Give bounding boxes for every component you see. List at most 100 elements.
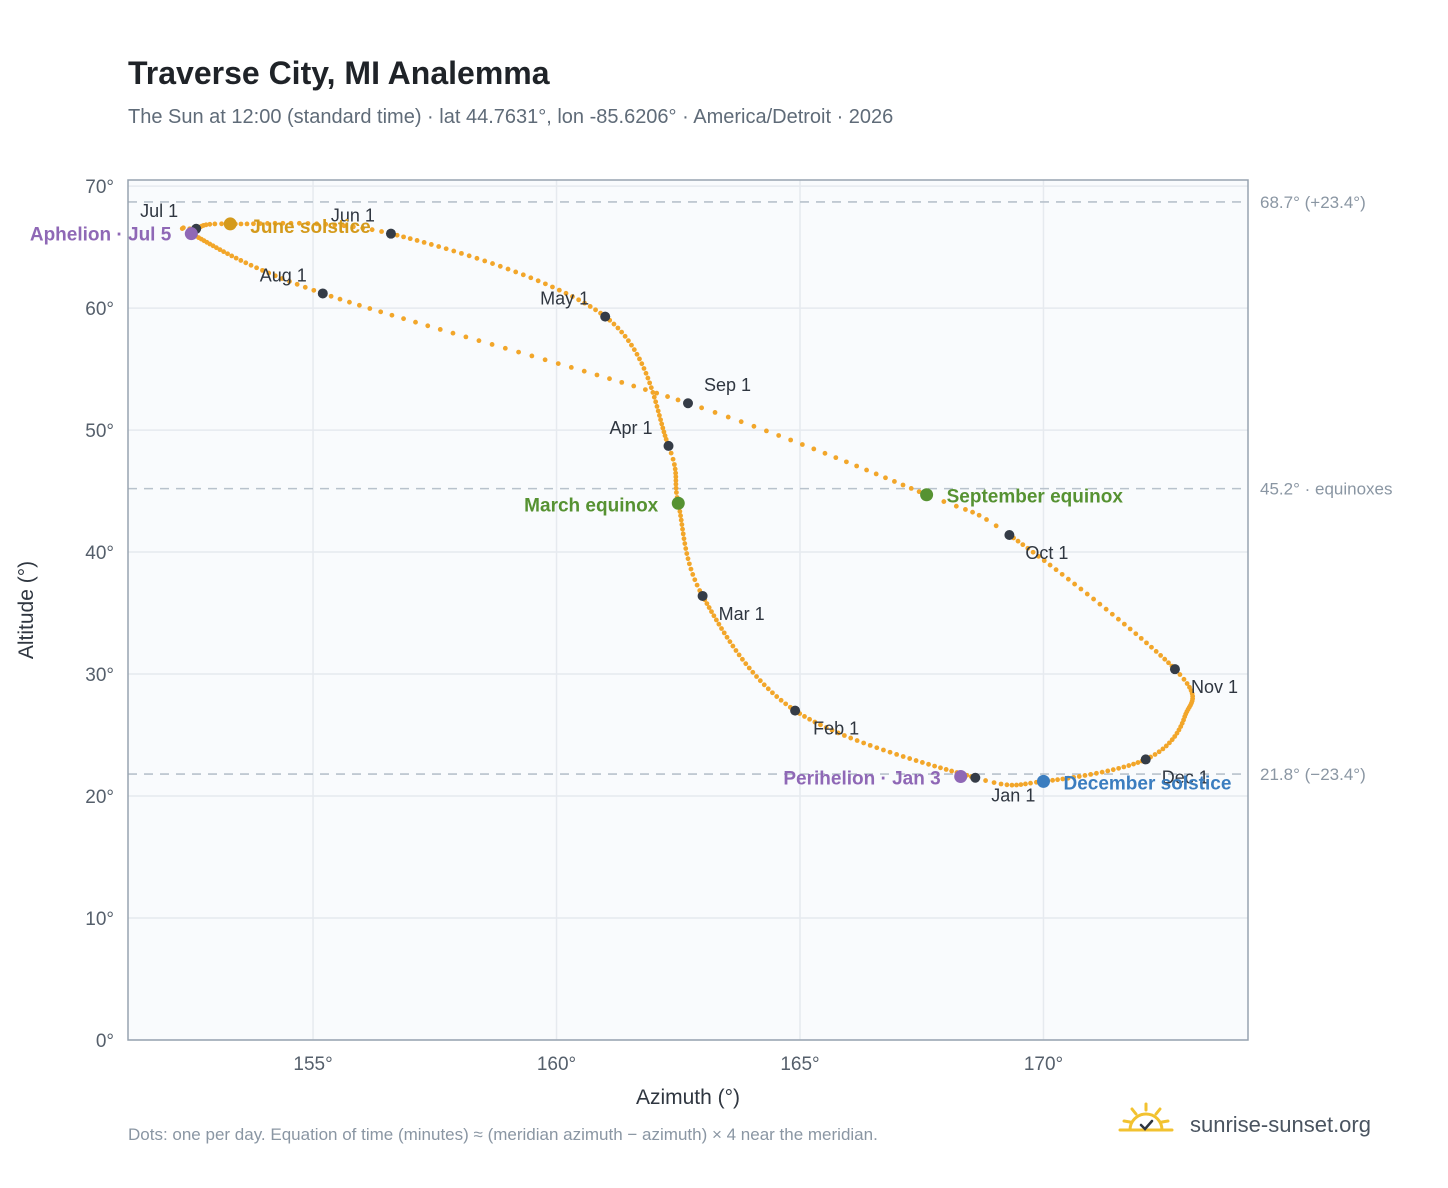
y-tick-label: 50° — [85, 421, 114, 442]
daily-sun-dot — [1109, 611, 1115, 617]
daily-sun-dot — [651, 394, 657, 400]
x-tick-label: 165° — [780, 1054, 819, 1075]
daily-sun-dot — [692, 577, 698, 583]
daily-sun-dot — [739, 656, 745, 662]
daily-sun-dot — [943, 767, 949, 772]
daily-sun-dot — [570, 294, 575, 299]
daily-sun-dot — [783, 701, 789, 707]
daily-sun-dot — [1047, 562, 1053, 568]
daily-sun-dot — [641, 366, 647, 371]
daily-sun-dot — [314, 221, 320, 227]
daily-sun-dot — [854, 738, 860, 743]
daily-sun-dot — [607, 376, 612, 382]
daily-sun-dot — [421, 239, 427, 245]
daily-sun-dot — [802, 714, 807, 719]
daily-sun-dot — [502, 345, 508, 351]
daily-sun-dot — [874, 745, 880, 751]
daily-sun-dot — [611, 321, 617, 327]
daily-sun-dot — [887, 749, 893, 755]
event-markers: Aphelion · Jul 5 June solstice March equin… — [30, 217, 1232, 794]
daily-sun-dot — [694, 582, 700, 588]
daily-sun-dot — [582, 300, 587, 306]
daily-sun-dot — [892, 479, 897, 484]
daily-sun-dot — [1036, 553, 1041, 559]
daily-sun-dot — [1138, 635, 1144, 641]
daily-sun-dot — [576, 297, 582, 303]
daily-sun-dot — [900, 482, 906, 488]
daily-sun-dot — [1169, 737, 1175, 743]
month-label: Jul 1 — [140, 201, 178, 221]
daily-sun-dot — [1158, 653, 1164, 658]
daily-sun-dot — [683, 546, 689, 551]
daily-sun-dot — [680, 526, 685, 532]
reference-line-label: 21.8° (−23.4°) — [1260, 765, 1366, 784]
daily-sun-dot — [251, 221, 256, 227]
daily-sun-dot — [1156, 749, 1162, 755]
daily-sun-dot — [1103, 606, 1109, 612]
x-tick-label: 160° — [537, 1054, 576, 1075]
daily-sun-dot — [963, 507, 968, 512]
daily-sun-dot — [1172, 734, 1178, 739]
daily-sun-dot — [843, 459, 849, 465]
y-tick-label: 0° — [96, 1031, 114, 1052]
month-marker — [683, 398, 693, 409]
event-label: March equinox — [524, 495, 659, 516]
brand-logo[interactable]: sunrise-sunset.org — [1118, 1102, 1371, 1137]
daily-sun-dot — [681, 536, 687, 542]
daily-sun-dot — [673, 481, 679, 487]
daily-sun-dot — [294, 281, 300, 287]
daily-sun-dot — [645, 375, 651, 381]
daily-sun-dot — [725, 414, 731, 420]
daily-sun-dot — [1072, 581, 1078, 587]
daily-sun-dot — [619, 379, 625, 385]
y-tick-label: 20° — [85, 787, 114, 808]
daily-sun-dot — [643, 370, 649, 376]
daily-sun-dot — [288, 220, 294, 226]
daily-sun-dot — [647, 380, 653, 386]
daily-sun-dot — [212, 221, 218, 227]
daily-sun-dot — [505, 266, 511, 272]
daily-sun-dot — [490, 261, 495, 266]
month-label: Jan 1 — [991, 786, 1035, 806]
daily-sun-dot — [459, 250, 464, 256]
daily-sun-dot — [272, 220, 278, 226]
daily-sun-dot — [1163, 743, 1169, 749]
daily-sun-dot — [678, 517, 684, 523]
daily-sun-dot — [229, 253, 235, 259]
daily-sun-dot — [686, 561, 692, 567]
daily-sun-dot — [587, 304, 593, 309]
brand-name[interactable]: sunrise-sunset.org — [1190, 1112, 1371, 1137]
daily-sun-dot — [712, 410, 718, 415]
daily-sun-dot — [1094, 770, 1099, 776]
month-marker — [697, 590, 708, 601]
daily-sun-dot — [811, 446, 817, 452]
daily-sun-dot — [347, 299, 352, 305]
daily-sun-dot — [673, 470, 679, 476]
daily-sun-dot — [1110, 767, 1116, 773]
daily-sun-dot — [883, 475, 888, 481]
daily-sun-dot — [984, 517, 989, 522]
daily-sun-dot — [1065, 775, 1071, 781]
daily-sun-dot — [688, 566, 694, 572]
y-axis-label: Altitude (°) — [15, 561, 38, 659]
daily-sun-dot — [360, 225, 366, 231]
daily-sun-dot — [1162, 656, 1168, 662]
month-marker — [317, 288, 328, 299]
event-label: Aphelion · Jul 5 — [30, 225, 172, 246]
daily-sun-dot — [631, 347, 637, 353]
daily-sun-dot — [1099, 769, 1105, 775]
daily-sun-dot — [654, 390, 660, 396]
daily-sun-dot — [323, 221, 329, 227]
x-tick-label: 155° — [293, 1054, 332, 1075]
daily-sun-dot — [266, 270, 272, 276]
daily-sun-dot — [1041, 558, 1047, 564]
daily-sun-dot — [280, 220, 286, 226]
daily-sun-dot — [684, 551, 690, 556]
daily-sun-dot — [463, 334, 469, 340]
daily-sun-dot — [1028, 780, 1033, 786]
daily-sun-dot — [1071, 774, 1077, 780]
reference-line-label: 45.2° · equinoxes — [1260, 480, 1393, 499]
daily-sun-dot — [279, 276, 285, 281]
daily-sun-dot — [622, 333, 628, 339]
daily-sun-dot — [673, 474, 679, 480]
